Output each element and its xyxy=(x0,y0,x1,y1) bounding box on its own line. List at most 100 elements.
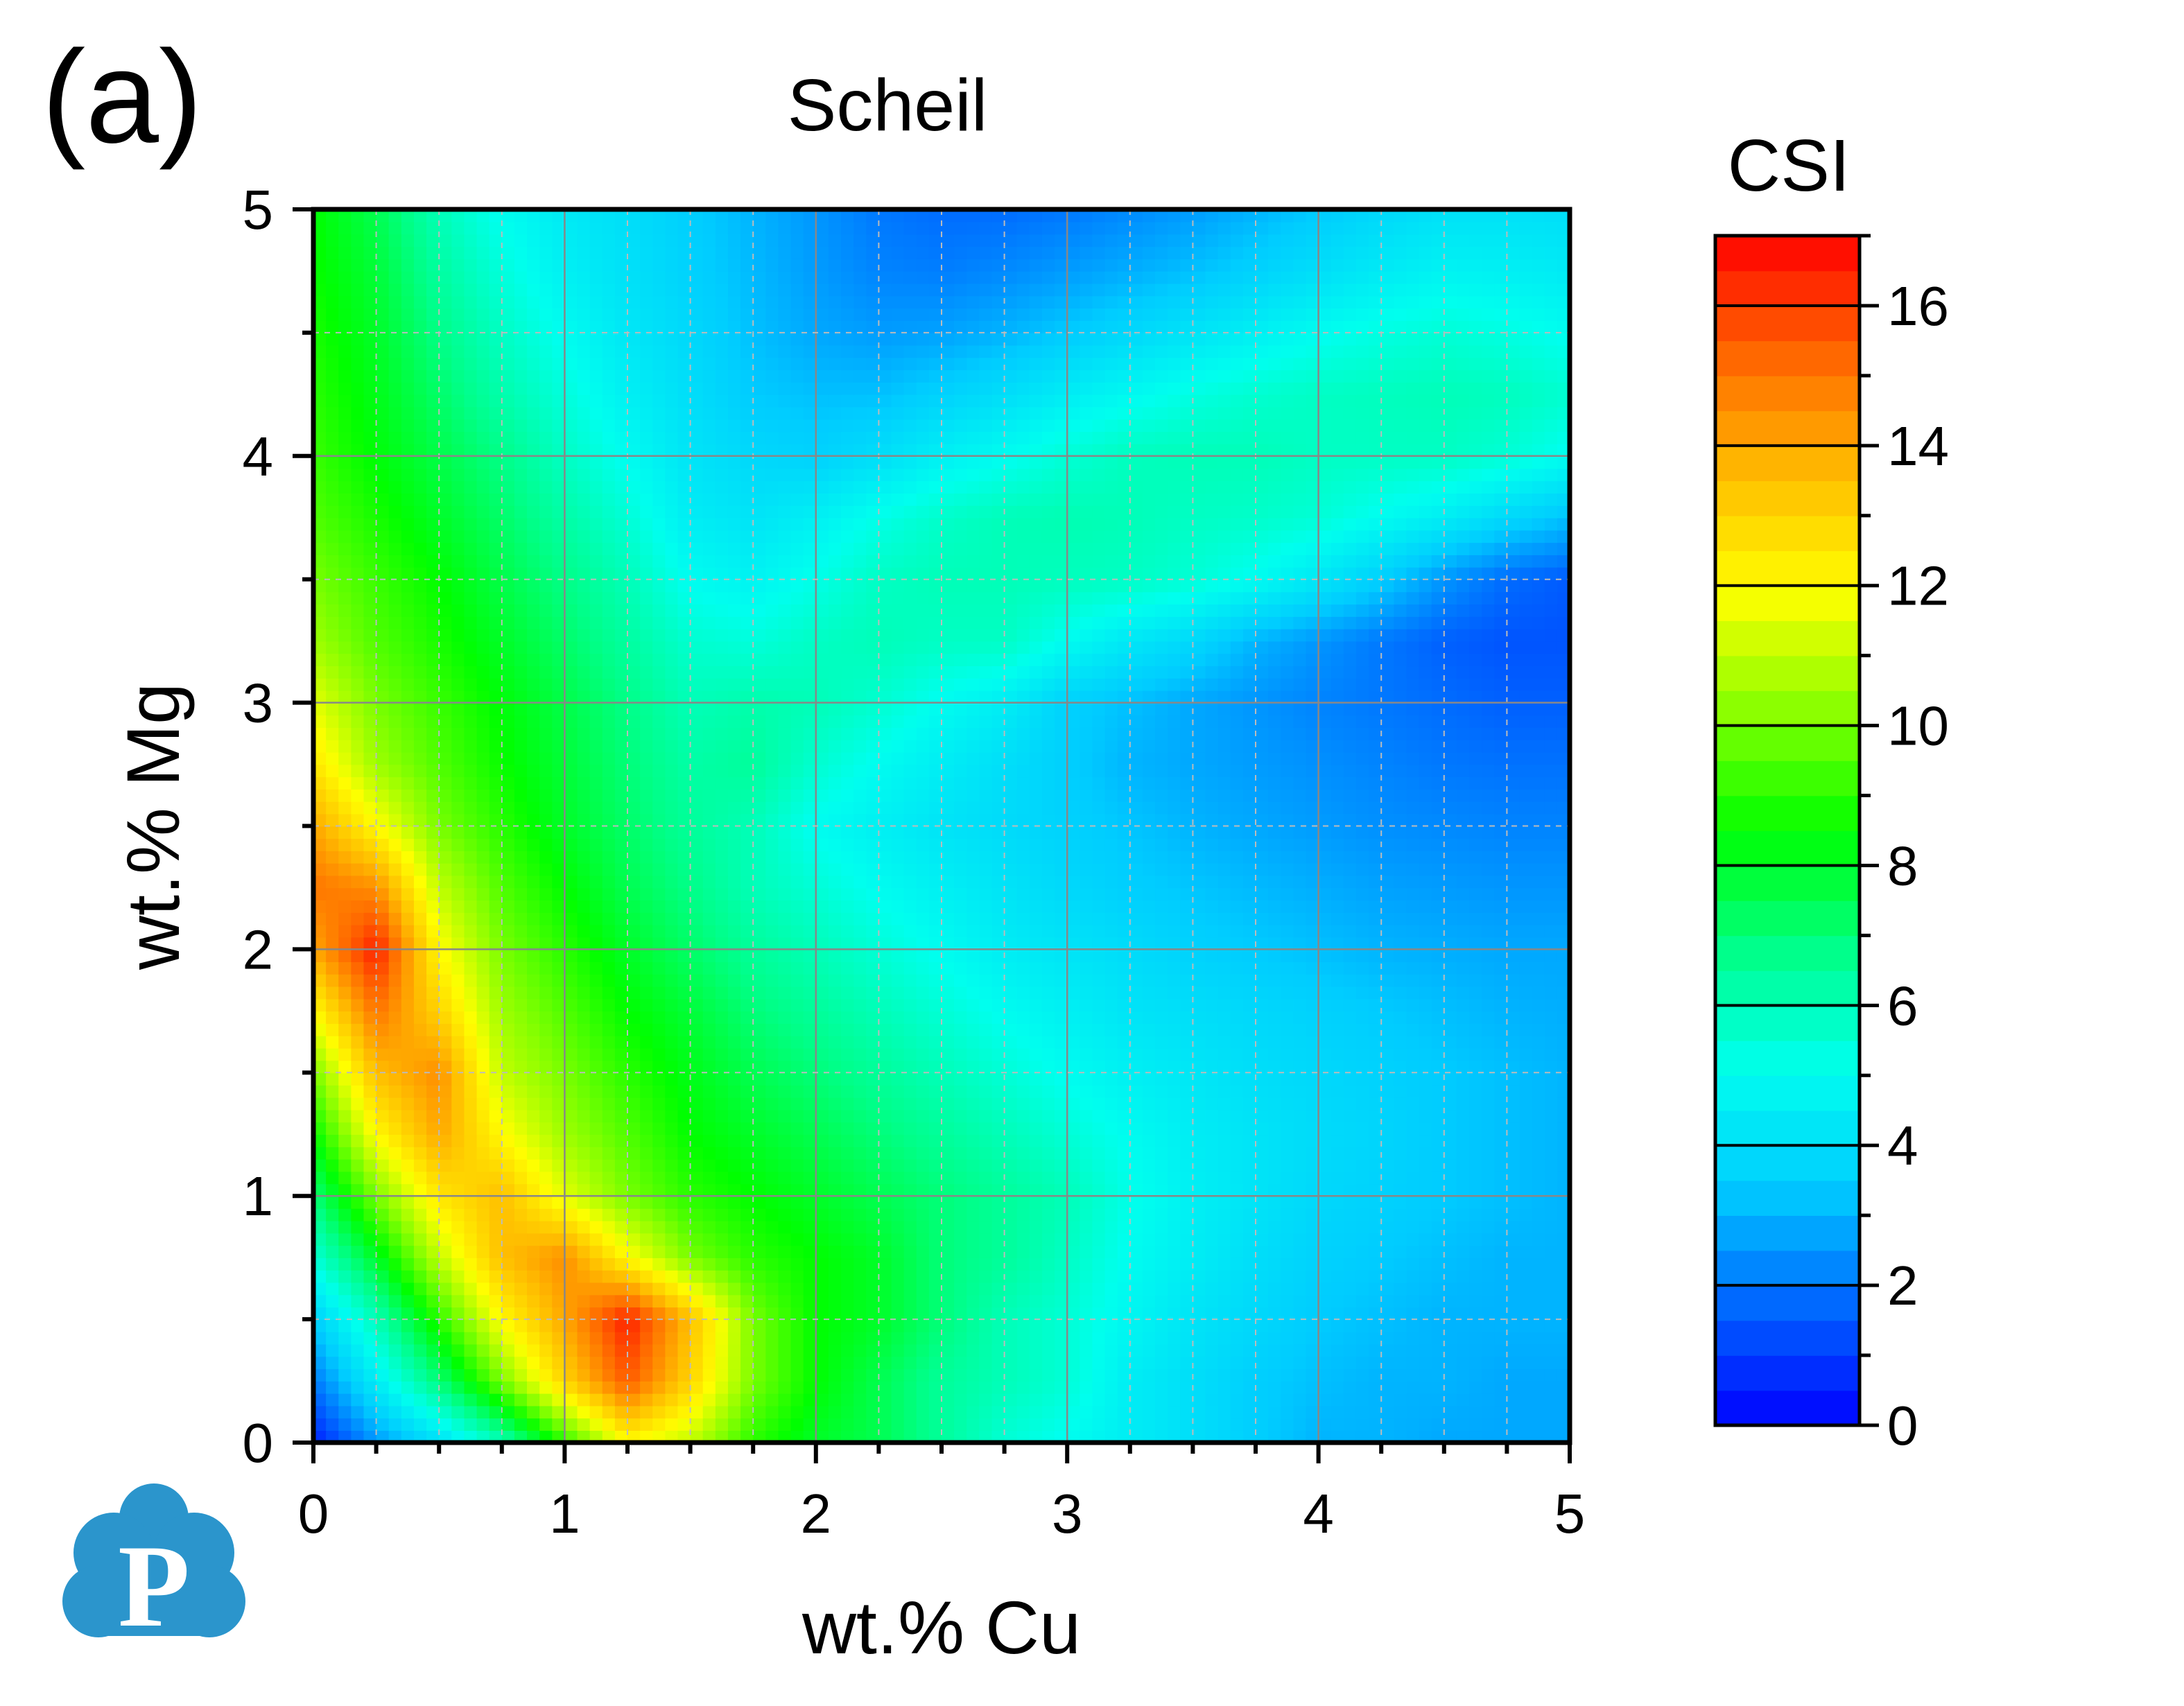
heatmap-cell xyxy=(1242,1343,1256,1357)
heatmap-cell xyxy=(1355,1060,1369,1074)
heatmap-cell xyxy=(439,900,453,913)
heatmap-cell xyxy=(1544,1183,1558,1196)
heatmap-cell xyxy=(539,1196,553,1209)
heatmap-cell xyxy=(1016,912,1030,925)
heatmap-cell xyxy=(1055,1368,1068,1382)
heatmap-cell xyxy=(1004,1269,1018,1283)
heatmap-cell xyxy=(313,961,327,975)
heatmap-cell xyxy=(1256,1319,1269,1332)
heatmap-cell xyxy=(552,1356,566,1370)
heatmap-cell xyxy=(1142,1381,1156,1394)
heatmap-cell xyxy=(790,1368,804,1382)
heatmap-cell xyxy=(652,1233,666,1246)
heatmap-cell xyxy=(1482,1257,1496,1271)
heatmap-cell xyxy=(1242,1208,1256,1221)
heatmap-cell xyxy=(1080,1122,1093,1135)
heatmap-cell xyxy=(1419,862,1432,876)
heatmap-cell xyxy=(313,887,327,901)
heatmap-cell xyxy=(1067,1072,1081,1086)
heatmap-cell xyxy=(815,1011,829,1024)
heatmap-cell xyxy=(853,1060,867,1074)
heatmap-cell xyxy=(1343,1233,1357,1246)
heatmap-cell xyxy=(979,1097,993,1111)
heatmap-cell xyxy=(1318,1269,1332,1283)
heatmap-cell xyxy=(778,1319,792,1332)
heatmap-cell xyxy=(1519,1060,1533,1074)
heatmap-cell xyxy=(1444,900,1457,913)
heatmap-cell xyxy=(363,924,377,938)
heatmap-cell xyxy=(1104,1196,1118,1209)
heatmap-cell xyxy=(740,1097,754,1111)
heatmap-cell xyxy=(602,1307,616,1320)
heatmap-cell xyxy=(1469,1319,1482,1332)
heatmap-cell xyxy=(753,1307,767,1320)
heatmap-cell xyxy=(1217,1085,1231,1098)
heatmap-cell xyxy=(1406,1418,1420,1431)
heatmap-cell xyxy=(527,1158,540,1172)
heatmap-cell xyxy=(313,1405,327,1419)
heatmap-cell xyxy=(1230,875,1244,889)
heatmap-cell xyxy=(1494,949,1508,962)
heatmap-cell xyxy=(690,1060,704,1074)
heatmap-cell xyxy=(1281,1430,1294,1443)
heatmap-cell xyxy=(527,1072,540,1086)
heatmap-cell xyxy=(1104,1208,1118,1221)
heatmap-cell xyxy=(326,1282,340,1296)
heatmap-cell xyxy=(1406,1245,1420,1258)
heatmap-cell xyxy=(1041,900,1055,913)
heatmap-cell xyxy=(1268,826,1282,839)
heatmap-cell xyxy=(652,1245,666,1258)
heatmap-cell xyxy=(1155,1418,1168,1431)
heatmap-cell xyxy=(815,1368,829,1382)
heatmap-cell xyxy=(1016,1356,1030,1370)
heatmap-cell xyxy=(803,862,817,876)
heatmap-cell xyxy=(338,1085,352,1098)
heatmap-cell xyxy=(1067,1430,1081,1443)
heatmap-cell xyxy=(1230,1331,1244,1345)
heatmap-cell xyxy=(1394,1356,1407,1370)
heatmap-cell xyxy=(564,1035,578,1049)
heatmap-cell xyxy=(514,1356,528,1370)
heatmap-cell xyxy=(1067,1060,1081,1074)
heatmap-cell xyxy=(753,1158,767,1172)
heatmap-cell xyxy=(1394,1183,1407,1196)
heatmap-cell xyxy=(464,1072,478,1086)
heatmap-cell xyxy=(1469,1418,1482,1431)
heatmap-cell xyxy=(338,862,352,876)
heatmap-cell xyxy=(552,1368,566,1382)
heatmap-cell xyxy=(1331,937,1344,950)
heatmap-cell xyxy=(1281,1060,1294,1074)
heatmap-cell xyxy=(891,1430,905,1443)
heatmap-cell xyxy=(1406,1072,1420,1086)
heatmap-cell xyxy=(690,1208,704,1221)
heatmap-cell xyxy=(665,1331,679,1345)
heatmap-cell xyxy=(1004,961,1018,975)
heatmap-cell xyxy=(765,1356,779,1370)
heatmap-cell xyxy=(727,1109,741,1123)
heatmap-cell xyxy=(1394,1122,1407,1135)
heatmap-cell xyxy=(715,1023,729,1036)
heatmap-cell xyxy=(1532,1196,1545,1209)
heatmap-cell xyxy=(677,1047,691,1061)
heatmap-cell xyxy=(1419,1368,1432,1382)
heatmap-cell xyxy=(1318,1097,1332,1111)
heatmap-cell xyxy=(866,1368,880,1382)
heatmap-cell xyxy=(338,1368,352,1382)
heatmap-cell xyxy=(1117,851,1131,864)
heatmap-cell xyxy=(1369,1343,1382,1357)
heatmap-cell xyxy=(1041,1097,1055,1111)
heatmap-cell xyxy=(1004,862,1018,876)
heatmap-cell xyxy=(1055,838,1068,851)
heatmap-cell xyxy=(1129,1011,1143,1024)
heatmap-cell xyxy=(501,887,515,901)
heatmap-cell xyxy=(828,887,842,901)
heatmap-cell xyxy=(476,1418,490,1431)
heatmap-cell xyxy=(376,826,390,839)
heatmap-cell xyxy=(501,1269,515,1283)
heatmap-cell xyxy=(765,924,779,938)
heatmap-cell xyxy=(702,1060,716,1074)
heatmap-cell xyxy=(1306,1097,1319,1111)
heatmap-cell xyxy=(828,875,842,889)
heatmap-cell xyxy=(967,887,980,901)
heatmap-cell xyxy=(1092,1109,1106,1123)
